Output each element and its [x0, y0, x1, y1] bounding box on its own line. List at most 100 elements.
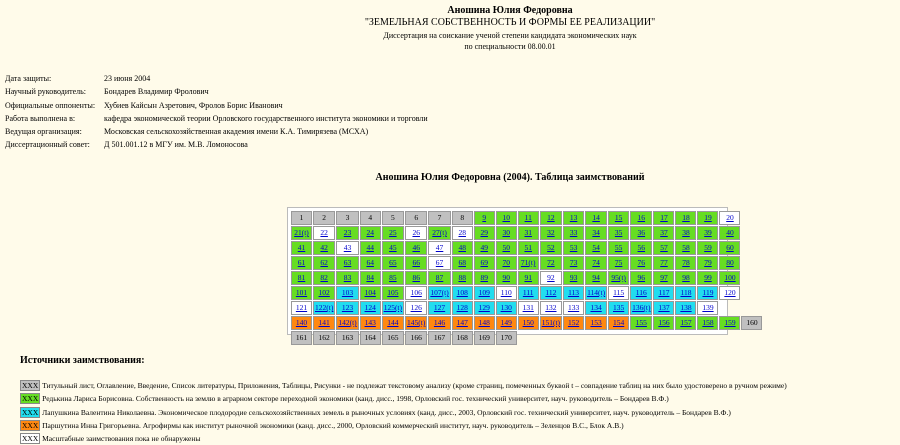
page-link[interactable]: 79 — [704, 258, 712, 267]
page-link[interactable]: 61 — [297, 258, 306, 267]
page-link[interactable]: 123 — [341, 303, 354, 312]
page-link[interactable]: 128 — [456, 303, 468, 312]
page-link[interactable]: 48 — [458, 243, 466, 252]
page-link[interactable]: 142(t) — [338, 318, 357, 327]
page-link[interactable]: 109 — [478, 288, 490, 297]
page-link[interactable]: 56 — [637, 243, 646, 252]
page-link[interactable]: 32 — [547, 228, 555, 237]
page-link[interactable]: 141 — [318, 318, 330, 327]
page-link[interactable]: 112 — [545, 288, 557, 297]
page-link[interactable]: 90 — [502, 273, 510, 282]
page-link[interactable]: 35 — [614, 228, 623, 237]
page-link[interactable]: 46 — [412, 243, 420, 252]
page-link[interactable]: 19 — [704, 213, 712, 222]
page-link[interactable]: 92 — [547, 273, 555, 282]
page-link[interactable]: 100 — [724, 273, 736, 282]
page-link[interactable]: 140 — [295, 318, 308, 327]
page-link[interactable]: 26 — [412, 228, 420, 237]
page-link[interactable]: 86 — [412, 273, 420, 282]
page-link[interactable]: 102 — [318, 288, 330, 297]
page-link[interactable]: 78 — [682, 258, 690, 267]
page-link[interactable]: 84 — [366, 273, 374, 282]
page-link[interactable]: 127 — [433, 303, 446, 312]
page-link[interactable]: 70 — [502, 258, 510, 267]
page-link[interactable]: 113 — [568, 288, 580, 297]
page-link[interactable]: 33 — [569, 228, 578, 237]
page-link[interactable]: 52 — [547, 243, 555, 252]
page-link[interactable]: 126 — [410, 303, 422, 312]
page-link[interactable]: 29 — [480, 228, 488, 237]
page-link[interactable]: 30 — [502, 228, 510, 237]
page-link[interactable]: 146 — [433, 318, 446, 327]
page-link[interactable]: 40 — [726, 228, 734, 237]
page-link[interactable]: 82 — [320, 273, 328, 282]
page-link[interactable]: 148 — [478, 318, 490, 327]
page-link[interactable]: 104 — [364, 288, 376, 297]
page-link[interactable]: 124 — [364, 303, 376, 312]
page-link[interactable]: 37 — [660, 228, 668, 237]
page-link[interactable]: 136(t) — [632, 303, 651, 312]
page-link[interactable]: 159 — [724, 318, 736, 327]
page-link[interactable]: 25 — [389, 228, 397, 237]
page-link[interactable]: 114(t) — [587, 288, 606, 297]
page-link[interactable]: 117 — [658, 288, 670, 297]
page-link[interactable]: 23 — [343, 228, 352, 237]
page-link[interactable]: 18 — [682, 213, 690, 222]
page-link[interactable]: 88 — [458, 273, 466, 282]
page-link[interactable]: 145(t) — [407, 318, 426, 327]
page-link[interactable]: 96 — [637, 273, 646, 282]
page-link[interactable]: 85 — [389, 273, 397, 282]
page-link[interactable]: 91 — [524, 273, 532, 282]
page-link[interactable]: 22 — [320, 228, 328, 237]
page-link[interactable]: 97 — [660, 273, 668, 282]
page-link[interactable]: 31 — [524, 228, 532, 237]
page-link[interactable]: 47 — [435, 243, 444, 252]
page-link[interactable]: 118 — [680, 288, 692, 297]
page-link[interactable]: 14 — [592, 213, 600, 222]
page-link[interactable]: 137 — [658, 303, 670, 312]
page-link[interactable]: 54 — [592, 243, 600, 252]
page-link[interactable]: 152 — [567, 318, 580, 327]
page-link[interactable]: 51 — [524, 243, 532, 252]
page-link[interactable]: 115 — [613, 288, 625, 297]
page-link[interactable]: 13 — [569, 213, 578, 222]
page-link[interactable]: 60 — [726, 243, 734, 252]
page-link[interactable]: 105 — [387, 288, 399, 297]
page-link[interactable]: 67 — [435, 258, 444, 267]
page-link[interactable]: 89 — [480, 273, 488, 282]
page-link[interactable]: 73 — [569, 258, 578, 267]
page-link[interactable]: 62 — [320, 258, 328, 267]
page-link[interactable]: 17 — [660, 213, 668, 222]
page-link[interactable]: 36 — [637, 228, 646, 237]
page-link[interactable]: 138 — [680, 303, 692, 312]
page-link[interactable]: 43 — [343, 243, 352, 252]
page-link[interactable]: 9 — [482, 213, 487, 222]
page-link[interactable]: 11 — [524, 213, 532, 222]
page-link[interactable]: 59 — [704, 243, 712, 252]
page-link[interactable]: 150 — [522, 318, 534, 327]
page-link[interactable]: 154 — [613, 318, 625, 327]
page-link[interactable]: 95(t) — [611, 273, 626, 282]
page-link[interactable]: 41 — [297, 243, 306, 252]
page-link[interactable]: 74 — [592, 258, 600, 267]
page-link[interactable]: 53 — [569, 243, 578, 252]
page-link[interactable]: 129 — [478, 303, 490, 312]
page-link[interactable]: 134 — [590, 303, 602, 312]
page-link[interactable]: 24 — [366, 228, 374, 237]
page-link[interactable]: 139 — [702, 303, 714, 312]
page-link[interactable]: 76 — [637, 258, 646, 267]
page-link[interactable]: 58 — [682, 243, 690, 252]
page-link[interactable]: 28 — [458, 228, 466, 237]
page-link[interactable]: 157 — [680, 318, 692, 327]
page-link[interactable]: 101 — [295, 288, 308, 297]
page-link[interactable]: 147 — [456, 318, 468, 327]
page-link[interactable]: 83 — [343, 273, 352, 282]
page-link[interactable]: 34 — [592, 228, 600, 237]
page-link[interactable]: 156 — [658, 318, 670, 327]
page-link[interactable]: 149 — [500, 318, 512, 327]
page-link[interactable]: 81 — [297, 273, 306, 282]
page-link[interactable]: 133 — [567, 303, 580, 312]
page-link[interactable]: 93 — [569, 273, 578, 282]
page-link[interactable]: 130 — [500, 303, 512, 312]
page-link[interactable]: 132 — [545, 303, 557, 312]
